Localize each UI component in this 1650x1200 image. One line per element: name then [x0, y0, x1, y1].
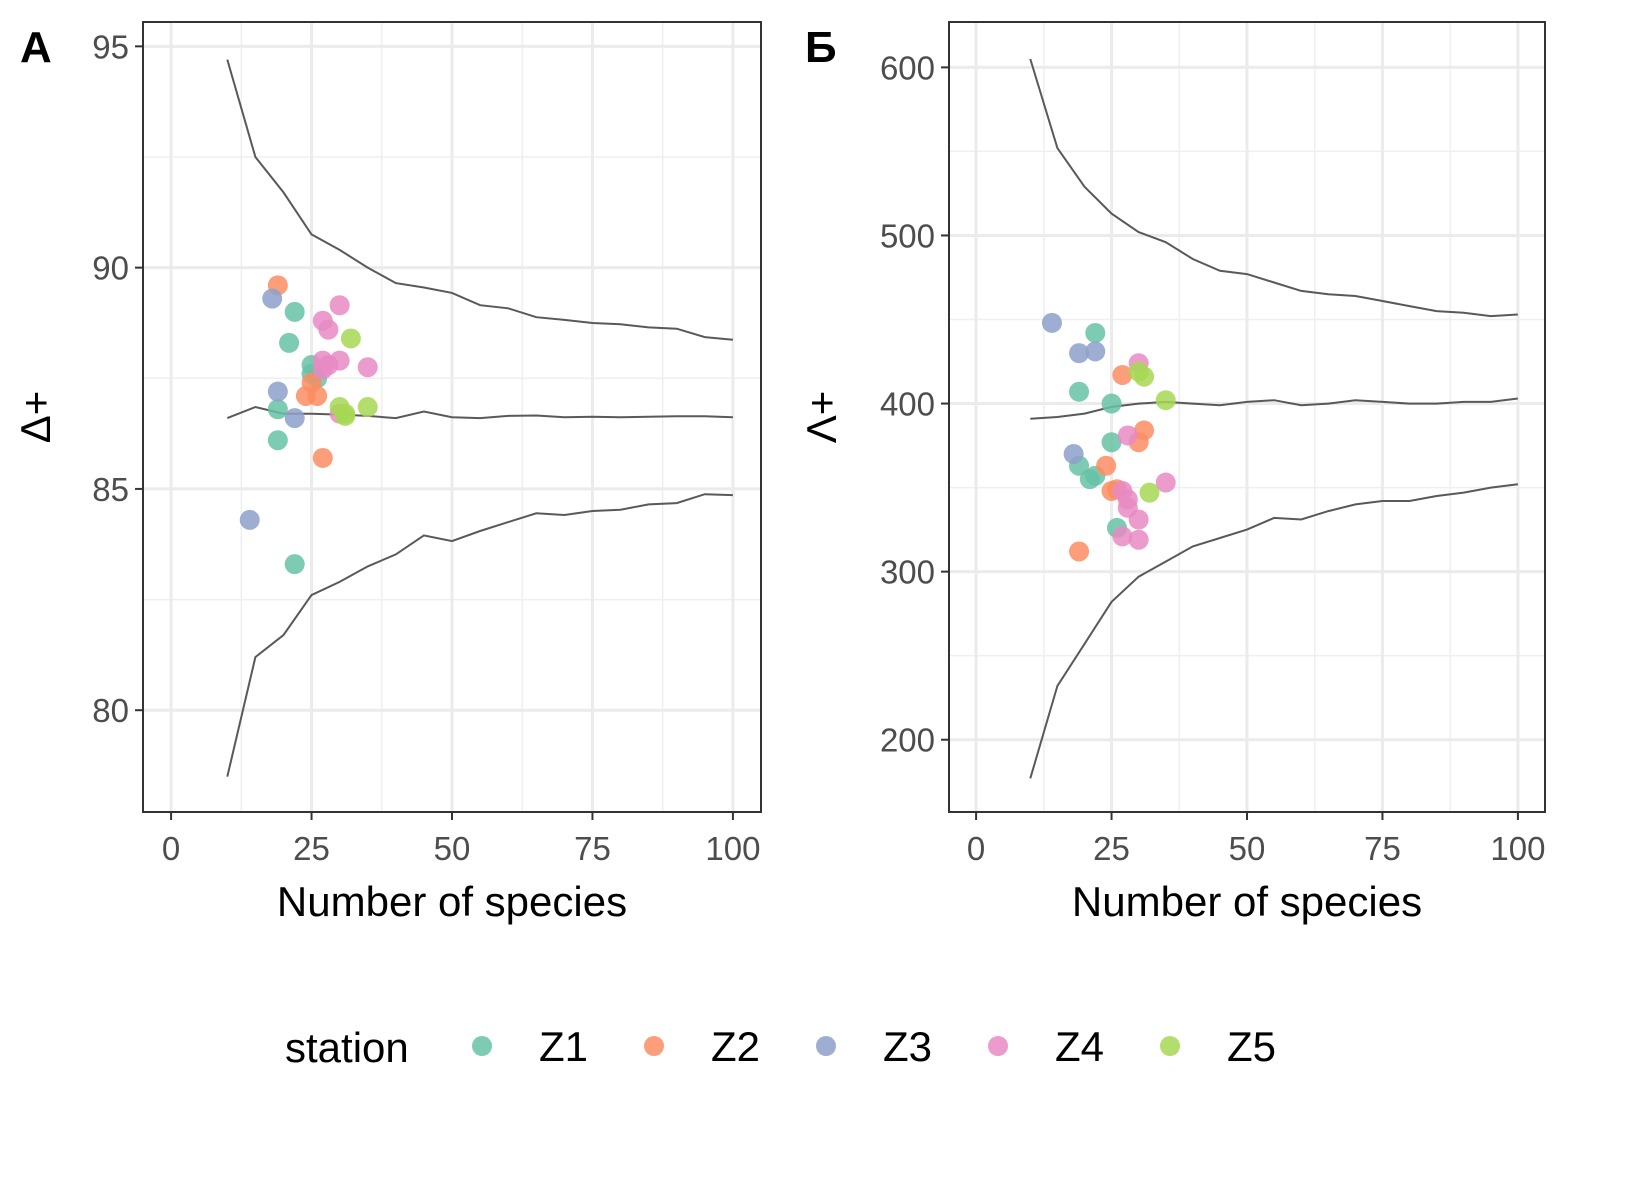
panel-a-point-z4 — [318, 319, 339, 340]
panel-a-x-tick-label: 0 — [162, 830, 180, 867]
panel-a-point-z3 — [239, 509, 260, 530]
panel-a-point-z4 — [357, 357, 378, 378]
panel-b-x-tick-label: 0 — [967, 830, 985, 867]
panel-a-y-tick-label: 90 — [92, 250, 129, 287]
panel-a-point-z3 — [267, 381, 288, 402]
panel-a-x-tick-label: 75 — [574, 830, 611, 867]
legend-title: station — [285, 1024, 409, 1071]
panel-b-x-tick-label: 100 — [1490, 830, 1545, 867]
panel-b-point-z1 — [1101, 393, 1122, 414]
panel-b-point-z4 — [1128, 529, 1149, 550]
panel-a-funnel-lower-line — [226, 493, 733, 777]
panel-a-y-axis-title: Δ+ — [12, 391, 59, 444]
panel-a-point-z3 — [284, 408, 305, 429]
legend-label-z3: Z3 — [883, 1023, 932, 1070]
panel-b-point-z5 — [1134, 366, 1155, 387]
panel-b-x-tick-label: 25 — [1093, 830, 1130, 867]
legend: station Z1 Z2 Z3 Z4 Z5 — [285, 1023, 1276, 1071]
panel-a-point-z5 — [335, 405, 356, 426]
panel-a-y-tick-label: 80 — [92, 692, 129, 729]
panel-a-point-z2 — [307, 385, 328, 406]
panel-a-point-z1 — [284, 301, 305, 322]
legend-label-z1: Z1 — [539, 1023, 588, 1070]
panel-b-point-z3 — [1085, 341, 1106, 362]
panel-a-x-tick-label: 25 — [293, 830, 330, 867]
panel-b-x-tick-label: 75 — [1364, 830, 1401, 867]
panel-a-x-tick-label: 50 — [434, 830, 471, 867]
panel-a-x-axis-title: Number of species — [277, 878, 627, 925]
panel-a-point-z3 — [262, 288, 283, 309]
panel-b-point-z1 — [1101, 432, 1122, 453]
panel-b: Б 0 25 50 75 100 200 300 400 500 600 Number of sp… — [798, 21, 1546, 925]
panel-a-point-z1 — [284, 554, 305, 575]
panel-a-point-z4 — [312, 359, 333, 380]
panel-a-point-z4 — [329, 350, 350, 371]
panel-b-funnel-upper-line — [1029, 58, 1518, 318]
panel-b-y-tick-label: 500 — [880, 217, 935, 254]
panel-b-point-z5 — [1155, 390, 1176, 411]
panel-b-point-z3 — [1063, 443, 1084, 464]
legend-key-z5 — [1160, 1036, 1180, 1056]
panel-b-point-z4 — [1128, 509, 1149, 530]
panel-b-y-tick-label: 200 — [880, 722, 935, 759]
panel-b-point-z4 — [1112, 526, 1133, 547]
panel-a-point-z1 — [279, 332, 300, 353]
legend-key-z3 — [816, 1036, 836, 1056]
panel-a-point-z2 — [312, 447, 333, 468]
panel-a-label: А — [20, 23, 52, 72]
panel-a-y-tick-label: 95 — [92, 28, 129, 65]
panel-b-point-z4 — [1155, 472, 1176, 493]
panel-a-point-z1 — [267, 430, 288, 451]
panel-b-y-tick-label: 300 — [880, 554, 935, 591]
legend-key-z1 — [472, 1036, 492, 1056]
panel-b-x-axis-title: Number of species — [1072, 878, 1422, 925]
panel-b-point-z1 — [1069, 381, 1090, 402]
panel-a-point-z4 — [329, 295, 350, 316]
panel-b-y-tick-label: 600 — [880, 49, 935, 86]
panel-b-point-z3 — [1069, 343, 1090, 364]
legend-label-z4: Z4 — [1055, 1023, 1104, 1070]
legend-label-z2: Z2 — [711, 1023, 760, 1070]
panel-a: А 0 25 50 75 100 80 85 90 95 Number of species Δ… — [12, 21, 762, 925]
panel-a-x-tick-label: 100 — [705, 830, 760, 867]
panel-b-point-z4 — [1117, 425, 1138, 446]
panel-a-funnel-upper-line — [226, 59, 733, 341]
panel-b-point-z2 — [1069, 541, 1090, 562]
panel-b-point-z3 — [1041, 312, 1062, 333]
panel-b-point-z2 — [1112, 364, 1133, 385]
legend-item-z5: Z5 — [1160, 1023, 1276, 1070]
panel-a-y-tick-label: 85 — [92, 471, 129, 508]
panel-a-funnel-mean-line — [226, 405, 733, 420]
panel-b-x-tick-label: 50 — [1229, 830, 1266, 867]
legend-item-z4: Z4 — [988, 1023, 1104, 1070]
panel-a-point-z5 — [340, 328, 361, 349]
legend-item-z3: Z3 — [816, 1023, 932, 1070]
panel-b-y-axis-title: Λ+ — [798, 391, 845, 444]
panel-b-y-tick-label: 400 — [880, 386, 935, 423]
legend-item-z1: Z1 — [472, 1023, 588, 1070]
panel-b-point-z5 — [1139, 482, 1160, 503]
panel-a-point-z1 — [267, 399, 288, 420]
panel-b-point-z2 — [1096, 455, 1117, 476]
panel-b-funnel-lower-line — [1029, 483, 1519, 779]
panel-b-label: Б — [805, 23, 837, 72]
legend-key-z2 — [644, 1036, 664, 1056]
legend-item-z2: Z2 — [644, 1023, 760, 1070]
legend-label-z5: Z5 — [1227, 1023, 1276, 1070]
panel-a-point-z5 — [357, 397, 378, 418]
panel-b-point-z1 — [1085, 322, 1106, 343]
legend-key-z4 — [988, 1036, 1008, 1056]
